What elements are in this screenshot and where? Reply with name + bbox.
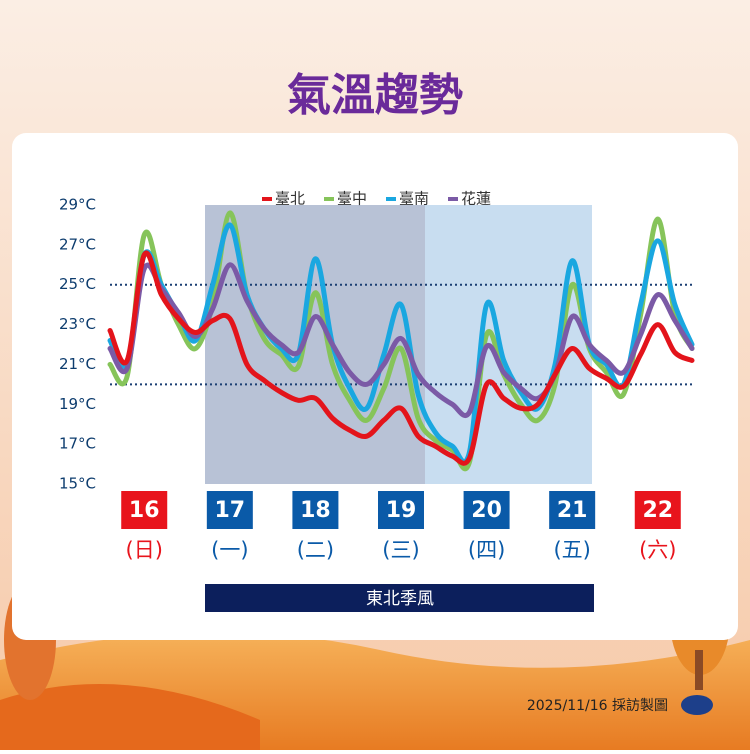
weekday-label: (日) xyxy=(126,538,163,562)
x-tick-label: 17 xyxy=(215,498,246,523)
logo xyxy=(681,695,713,715)
day-box xyxy=(121,491,168,529)
series-line xyxy=(107,222,695,465)
day-box xyxy=(378,491,424,529)
x-tick-label: 20 xyxy=(471,498,502,523)
weekday-label: (五) xyxy=(553,538,590,562)
y-tick-label: 29°C xyxy=(59,196,96,214)
title: 氣溫趨勢 xyxy=(287,70,463,121)
legend-label: 花蓮 xyxy=(461,190,491,208)
hill xyxy=(0,684,260,750)
day-box xyxy=(634,491,681,529)
weekday-label: (六) xyxy=(639,538,676,562)
legend-label: 臺北 xyxy=(275,190,305,208)
y-tick-label: 21°C xyxy=(59,355,96,373)
x-tick-label: 18 xyxy=(300,498,331,523)
banner-text: 東北季風 xyxy=(366,589,434,609)
trunk xyxy=(695,650,703,690)
x-tick-label: 19 xyxy=(386,498,417,523)
weekday-label: (二) xyxy=(297,538,334,562)
day-box xyxy=(463,491,510,529)
legend-label: 臺中 xyxy=(337,190,367,208)
y-tick-label: 19°C xyxy=(59,395,96,413)
y-tick-label: 23°C xyxy=(59,315,96,333)
footer: 2025/11/16 採訪製圖 xyxy=(527,698,668,714)
x-tick-label: 16 xyxy=(129,498,160,523)
day-box xyxy=(549,491,596,529)
weekday-label: (一) xyxy=(211,538,248,562)
series-line xyxy=(107,210,695,472)
y-tick-label: 25°C xyxy=(59,275,96,293)
weekday-label: (三) xyxy=(382,538,419,562)
weekday-label: (四) xyxy=(468,538,505,562)
x-tick-label: 22 xyxy=(642,498,673,523)
legend-label: 臺南 xyxy=(399,190,429,208)
x-tick-label: 21 xyxy=(557,498,588,523)
y-tick-label: 17°C xyxy=(59,435,96,453)
day-box xyxy=(206,491,253,529)
y-tick-label: 15°C xyxy=(59,475,96,493)
series-line xyxy=(107,250,695,466)
banner xyxy=(205,584,594,612)
day-box xyxy=(292,491,339,529)
y-tick-label: 27°C xyxy=(59,235,96,253)
